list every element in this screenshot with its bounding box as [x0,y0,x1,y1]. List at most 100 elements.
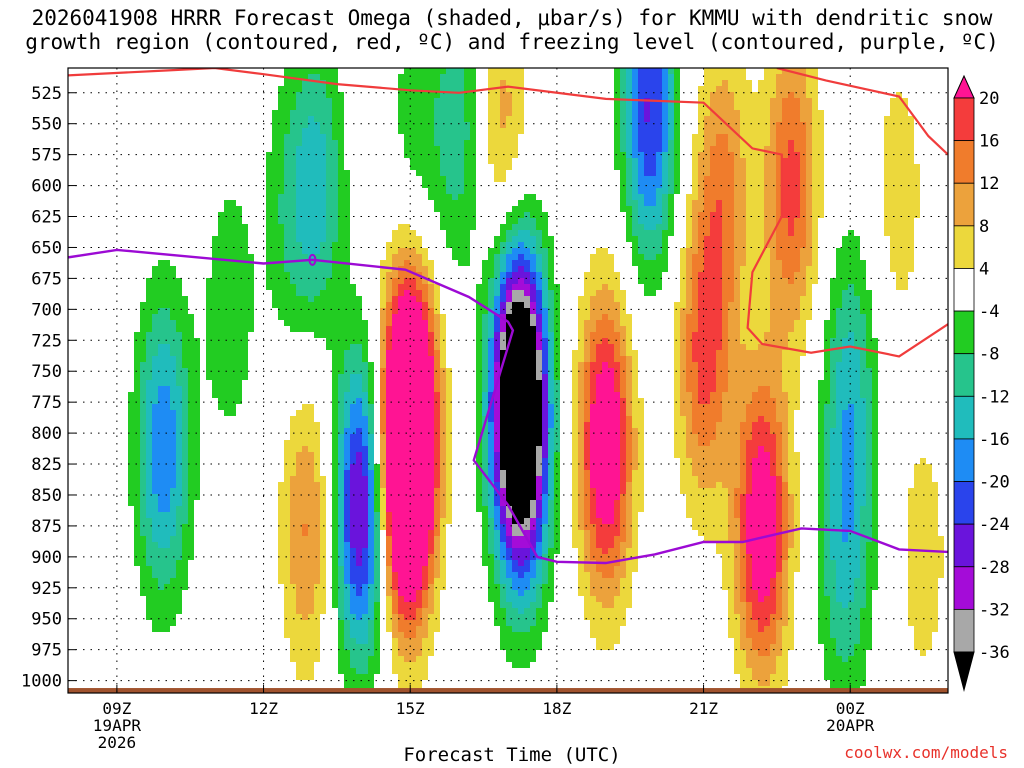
omega-cell [266,134,273,141]
omega-cell [188,524,195,531]
omega-cell [158,506,165,513]
omega-cell [236,242,243,249]
omega-cell [98,440,105,447]
omega-cell [302,344,309,351]
omega-cell [308,542,315,549]
omega-cell [278,590,285,597]
omega-cell [332,584,339,591]
omega-cell [248,644,255,651]
omega-cell [266,272,273,279]
omega-cell [170,638,177,645]
omega-cell [242,392,249,399]
omega-cell [152,380,159,387]
omega-cell [224,242,231,249]
omega-cell [308,314,315,321]
omega-cell [80,158,87,165]
omega-cell [326,182,333,189]
omega-cell [80,380,87,387]
omega-cell [350,410,357,417]
omega-cell [86,500,93,507]
omega-cell [344,278,351,285]
omega-cell [236,164,243,171]
omega-cell [206,230,213,237]
omega-cell [254,248,261,255]
omega-cell [200,134,207,141]
omega-cell [206,638,213,645]
omega-cell [116,158,123,165]
omega-cell [338,662,345,669]
omega-cell [116,374,123,381]
omega-cell [290,608,297,615]
omega-cell [278,146,285,153]
omega-cell [278,452,285,459]
omega-cell [122,392,129,399]
omega-cell [308,350,315,357]
omega-cell [152,74,159,81]
omega-cell [152,272,159,279]
omega-cell [176,74,183,81]
omega-cell [314,578,321,585]
omega-cell [158,404,165,411]
omega-cell [332,194,339,201]
omega-cell [104,524,111,531]
omega-cell [254,266,261,273]
omega-cell [170,140,177,147]
omega-cell [272,662,279,669]
omega-cell [164,314,171,321]
omega-cell [290,98,297,105]
omega-cell [164,476,171,483]
omega-cell [218,656,225,663]
omega-cell [194,284,201,291]
omega-cell [314,530,321,537]
omega-cell [224,170,231,177]
omega-cell [182,620,189,627]
omega-cell [182,362,189,369]
omega-cell [128,194,135,201]
omega-cell [224,122,231,129]
omega-cell [224,632,231,639]
omega-cell [98,308,105,315]
omega-cell [230,506,237,513]
omega-cell [74,308,81,315]
omega-cell [170,314,177,321]
omega-cell [278,356,285,363]
omega-cell [104,308,111,315]
omega-cell [302,326,309,333]
omega-cell [236,572,243,579]
omega-cell [212,308,219,315]
omega-cell [188,242,195,249]
omega-cell [332,542,339,549]
omega-cell [248,86,255,93]
omega-cell [68,296,75,303]
omega-cell [338,182,345,189]
omega-cell [236,182,243,189]
omega-cell [116,614,123,621]
omega-cell [80,626,87,633]
omega-cell [308,134,315,141]
omega-cell [224,92,231,99]
omega-cell [308,152,315,159]
omega-cell [224,182,231,189]
omega-cell [146,680,153,687]
omega-cell [80,530,87,537]
omega-cell [326,290,333,297]
omega-cell [80,452,87,459]
omega-cell [248,386,255,393]
omega-cell [302,170,309,177]
omega-cell [290,428,297,435]
omega-cell [212,596,219,603]
omega-cell [320,278,327,285]
omega-cell [176,440,183,447]
omega-cell [128,458,135,465]
omega-cell [344,632,351,639]
omega-cell [290,560,297,567]
omega-cell [260,116,267,123]
omega-cell [284,476,291,483]
omega-cell [224,410,231,417]
omega-cell [128,272,135,279]
omega-cell [158,632,165,639]
omega-cell [128,482,135,489]
omega-cell [296,314,303,321]
omega-cell [158,152,165,159]
omega-cell [254,230,261,237]
